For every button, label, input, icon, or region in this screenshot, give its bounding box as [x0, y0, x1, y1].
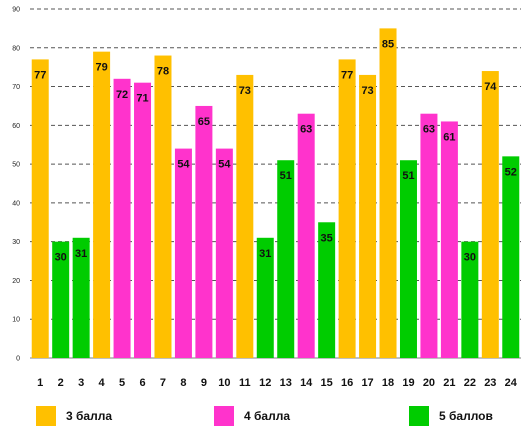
y-axis-tick-labels: 0 10 20 30 40 50 60 70 80 90 [12, 7, 20, 363]
x-tick-label: 24 [505, 377, 518, 389]
data-label: 74 [484, 81, 497, 93]
data-label: 71 [136, 93, 148, 105]
bar [318, 222, 336, 358]
x-tick-label: 8 [180, 377, 186, 389]
data-label: 73 [361, 85, 373, 97]
x-tick-label: 16 [341, 377, 353, 389]
data-label: 54 [218, 159, 231, 171]
bars [31, 28, 520, 359]
x-tick-label: 3 [78, 377, 84, 389]
x-tick-label: 11 [239, 377, 251, 389]
bar [174, 148, 192, 358]
data-label: 52 [505, 166, 517, 178]
bar [440, 121, 458, 358]
data-label: 65 [198, 116, 210, 128]
legend-label: 3 балла [66, 409, 112, 423]
data-label: 31 [259, 248, 271, 260]
data-label: 77 [341, 69, 353, 81]
legend-item: 5 баллов [409, 406, 493, 426]
data-label: 31 [75, 248, 87, 260]
data-label: 35 [321, 232, 333, 244]
x-tick-label: 1 [37, 377, 43, 389]
x-axis-tick-labels: 1 2 3 4 5 6 7 8 9 10 11 12 13 14 15 16 17 18 19 20 21 22 23 24 [37, 377, 518, 389]
x-tick-label: 23 [484, 377, 496, 389]
x-tick-label: 18 [382, 377, 394, 389]
y-tick-label: 60 [12, 123, 20, 130]
data-label: 63 [423, 124, 435, 136]
data-label: 51 [280, 170, 292, 182]
bar [379, 28, 397, 359]
legend-swatch [36, 406, 56, 426]
x-tick-label: 20 [423, 377, 435, 389]
legend-item: 4 балла [214, 406, 290, 426]
bar [481, 71, 499, 359]
x-tick-label: 14 [300, 377, 313, 389]
y-tick-label: 90 [12, 7, 20, 14]
bar [93, 51, 111, 359]
x-tick-label: 22 [464, 377, 476, 389]
bar [31, 59, 49, 359]
bar [256, 237, 274, 358]
data-label: 72 [116, 89, 128, 101]
legend-item: 3 балла [36, 406, 112, 426]
x-tick-label: 13 [280, 377, 292, 389]
bar [502, 156, 520, 358]
bar [215, 148, 233, 358]
data-label: 30 [55, 252, 67, 264]
bar [338, 59, 356, 359]
bar [236, 74, 254, 358]
data-label: 73 [239, 85, 251, 97]
data-label: 54 [177, 159, 190, 171]
x-tick-label: 21 [443, 377, 455, 389]
x-tick-label: 12 [259, 377, 271, 389]
data-label: 51 [402, 170, 414, 182]
data-labels: 77 30 31 79 72 71 78 54 65 54 73 31 51 63 35 77 73 85 51 63… [34, 38, 517, 263]
x-tick-label: 7 [160, 377, 166, 389]
bar [461, 241, 479, 358]
legend-swatch [214, 406, 234, 426]
legend-label: 5 баллов [439, 409, 493, 423]
x-tick-label: 6 [139, 377, 145, 389]
data-label: 30 [464, 252, 476, 264]
y-tick-label: 0 [16, 356, 20, 363]
data-label: 78 [157, 66, 169, 78]
data-label: 63 [300, 124, 312, 136]
x-tick-label: 17 [361, 377, 373, 389]
bar [154, 55, 172, 359]
data-label: 85 [382, 38, 394, 50]
legend-swatch [409, 406, 429, 426]
data-label: 79 [95, 62, 107, 74]
bar [359, 74, 377, 358]
y-tick-label: 70 [12, 84, 20, 91]
legend: 3 балла 4 балла 5 баллов [36, 406, 493, 426]
x-tick-label: 4 [99, 377, 106, 389]
bar [52, 241, 70, 358]
bar [195, 105, 213, 358]
bar [113, 78, 131, 359]
y-tick-label: 40 [12, 200, 20, 207]
x-tick-label: 15 [321, 377, 333, 389]
x-tick-label: 2 [58, 377, 64, 389]
x-tick-label: 5 [119, 377, 125, 389]
x-tick-label: 10 [218, 377, 230, 389]
gridlines [30, 8, 521, 359]
bar [399, 160, 417, 358]
bar [420, 113, 438, 358]
bar [277, 160, 295, 358]
x-tick-label: 9 [201, 377, 207, 389]
x-tick-label: 19 [402, 377, 414, 389]
legend-label: 4 балла [244, 409, 290, 423]
data-label: 77 [34, 69, 46, 81]
y-tick-label: 20 [12, 278, 20, 285]
y-tick-label: 30 [12, 239, 20, 246]
y-tick-label: 50 [12, 162, 20, 169]
bar [297, 113, 315, 358]
y-tick-label: 80 [12, 45, 20, 52]
y-tick-label: 10 [12, 317, 20, 324]
data-label: 61 [443, 131, 455, 143]
bar [72, 237, 90, 358]
bar [134, 82, 152, 358]
